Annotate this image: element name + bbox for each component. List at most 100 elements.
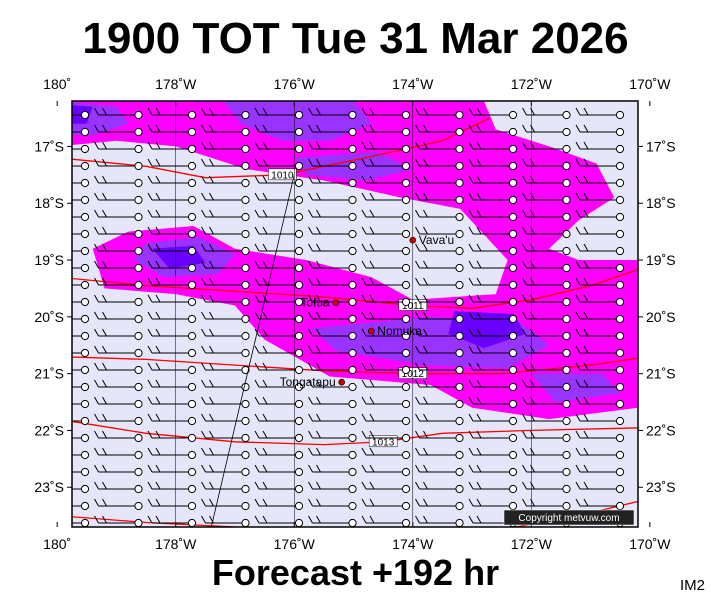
wind-barb <box>308 192 357 205</box>
wind-barb <box>201 481 250 494</box>
lon-tick-label: 170˚W <box>629 76 671 92</box>
wind-barb <box>415 311 464 324</box>
wind-barb <box>201 345 250 358</box>
wind-barb <box>308 311 357 324</box>
wind-barb <box>361 141 411 154</box>
wind-barb <box>201 243 250 256</box>
wind-barb <box>468 294 518 307</box>
lon-tick-label: 172˚W <box>511 536 553 552</box>
image-code: IM2 <box>679 577 705 594</box>
wind-barb <box>308 515 357 527</box>
wind-barb <box>468 464 518 477</box>
wind-barb <box>201 107 250 120</box>
isobar-line <box>72 420 638 446</box>
wind-barb <box>361 345 411 358</box>
wind-barb <box>468 277 518 290</box>
lat-tick-label: 20˚S <box>34 309 64 325</box>
wind-barb <box>361 430 411 443</box>
wind-barb <box>254 260 304 273</box>
wind-barb <box>415 277 464 290</box>
wind-barb <box>254 464 304 477</box>
wind-barb <box>468 498 518 511</box>
wind-barb <box>415 158 464 171</box>
wind-barb <box>94 498 143 511</box>
wind-barb <box>308 328 357 341</box>
wind-barb <box>147 413 197 426</box>
wind-barb <box>575 158 625 171</box>
wind-barb <box>147 294 197 307</box>
place-label: Tofua <box>300 296 330 310</box>
wind-barb <box>308 243 357 256</box>
wind-barb <box>415 379 464 392</box>
wind-barb <box>575 277 625 290</box>
wind-barb <box>254 345 304 358</box>
wind-barb <box>94 464 143 477</box>
wind-barb <box>72 382 90 392</box>
wind-barb <box>94 107 143 120</box>
lat-tick-label: 19˚S <box>34 252 64 268</box>
wind-barb <box>147 107 197 120</box>
place-label: Nomuka <box>377 324 422 338</box>
wind-barb <box>72 195 90 205</box>
wind-barb <box>361 447 411 460</box>
wind-barb <box>575 447 625 460</box>
wind-barb-layer <box>72 107 625 527</box>
map-frame <box>71 100 639 528</box>
lon-tick-label: 176˚W <box>274 76 316 92</box>
wind-barb <box>522 447 571 460</box>
wind-barb <box>575 141 625 154</box>
lat-tick-label: 22˚S <box>34 422 64 438</box>
lon-tick-label: 178˚W <box>155 76 197 92</box>
wind-barb <box>522 209 571 222</box>
wind-barb <box>147 141 197 154</box>
wind-barb <box>147 192 197 205</box>
wind-barb <box>94 260 143 273</box>
wind-barb <box>94 158 143 171</box>
wind-barb <box>415 175 464 188</box>
lat-tick-label: 19˚S <box>646 252 676 268</box>
wind-barb <box>94 362 143 375</box>
precip-region-purple <box>223 101 372 141</box>
wind-barb <box>415 124 464 137</box>
wind-barb <box>361 481 411 494</box>
wind-barb <box>254 481 304 494</box>
wind-barb <box>201 362 250 375</box>
wind-barb <box>94 311 143 324</box>
wind-barb <box>361 362 411 375</box>
wind-barb <box>201 226 250 239</box>
wind-barb <box>147 124 197 137</box>
wind-barb <box>254 277 304 290</box>
wind-barb <box>72 399 90 409</box>
wind-barb <box>415 430 464 443</box>
wind-barb <box>308 379 357 392</box>
wind-barb <box>94 481 143 494</box>
wind-barb <box>147 175 197 188</box>
wind-barb <box>522 311 571 324</box>
wind-barb <box>254 124 304 137</box>
wind-barb <box>361 243 411 256</box>
wind-barb <box>72 365 90 375</box>
place-layer: Vava'u Tofua Nomuka Tongatapu <box>280 233 455 389</box>
wind-barb <box>522 294 571 307</box>
wind-barb <box>361 294 411 307</box>
lat-tick-label: 20˚S <box>646 309 676 325</box>
wind-barb <box>308 260 357 273</box>
wind-barb <box>147 277 197 290</box>
wind-barb <box>575 192 625 205</box>
wind-barb <box>72 178 90 188</box>
wind-barb <box>415 209 464 222</box>
wind-barb <box>575 243 625 256</box>
wind-barb <box>147 430 197 443</box>
wind-barb <box>361 379 411 392</box>
wind-barb <box>575 379 625 392</box>
wind-barb <box>308 175 357 188</box>
wind-barb <box>147 464 197 477</box>
wind-barb <box>72 161 90 171</box>
isobar-label: 1010 <box>271 170 294 181</box>
wind-barb <box>308 226 357 239</box>
wind-barb <box>201 447 250 460</box>
wind-barb <box>254 515 304 527</box>
wind-barb <box>361 277 411 290</box>
wind-barb <box>201 311 250 324</box>
wind-barb <box>94 294 143 307</box>
